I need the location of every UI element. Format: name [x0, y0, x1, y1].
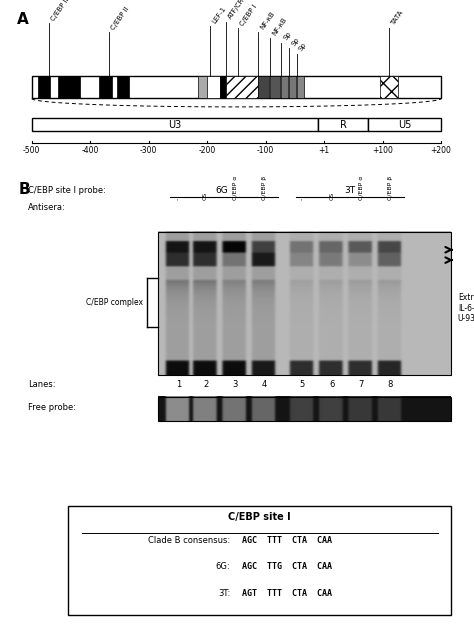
- Text: NF-κB: NF-κB: [259, 11, 276, 31]
- Text: C/EBP site I probe:: C/EBP site I probe:: [27, 186, 106, 196]
- Text: 2: 2: [203, 380, 208, 389]
- Text: Clade B consensus:: Clade B consensus:: [148, 536, 230, 545]
- Text: C/EBP β: C/EBP β: [262, 176, 267, 200]
- Bar: [226, 76, 258, 98]
- Text: Lanes:: Lanes:: [27, 380, 55, 389]
- Bar: [199, 76, 209, 98]
- Text: 6G:: 6G:: [216, 562, 230, 571]
- Text: 3T: 3T: [344, 186, 355, 196]
- Text: AGT  TTT  CTA  CAA: AGT TTT CTA CAA: [242, 589, 332, 598]
- Text: Sp: Sp: [283, 31, 292, 41]
- Text: CS: CS: [203, 192, 208, 200]
- Bar: [207, 76, 220, 98]
- Text: NF-κB: NF-κB: [271, 16, 288, 37]
- Text: 6G: 6G: [215, 186, 228, 196]
- Text: LEF-1: LEF-1: [211, 6, 227, 24]
- Text: 3T:: 3T:: [218, 589, 230, 598]
- Bar: [58, 76, 80, 98]
- Text: R: R: [340, 120, 346, 130]
- Text: -500: -500: [23, 145, 40, 155]
- Text: -400: -400: [82, 145, 99, 155]
- Bar: [368, 119, 441, 131]
- Bar: [32, 119, 319, 131]
- Text: 6: 6: [329, 380, 334, 389]
- Bar: [117, 76, 129, 98]
- Bar: [220, 76, 226, 98]
- Text: 4: 4: [262, 380, 267, 389]
- Text: C/EBP I: C/EBP I: [239, 3, 258, 27]
- Text: Extract:
IL-6-induced
U-937: Extract: IL-6-induced U-937: [458, 293, 474, 323]
- Text: 8: 8: [388, 380, 393, 389]
- Text: Free probe:: Free probe:: [27, 403, 76, 412]
- Bar: [270, 76, 280, 98]
- Bar: [282, 76, 289, 98]
- Text: C/EBP II: C/EBP II: [110, 6, 130, 31]
- Bar: [289, 76, 296, 98]
- Text: 5: 5: [300, 380, 305, 389]
- Text: C/EBP complex: C/EBP complex: [85, 298, 143, 307]
- Text: 1: 1: [176, 380, 181, 389]
- Text: -200: -200: [199, 145, 216, 155]
- Bar: [158, 232, 451, 376]
- Text: -300: -300: [140, 145, 157, 155]
- Bar: [37, 76, 50, 98]
- Bar: [32, 76, 441, 98]
- Text: TATA: TATA: [390, 9, 405, 26]
- Text: C/EBP α: C/EBP α: [358, 176, 364, 200]
- Bar: [297, 76, 304, 98]
- Text: C/EBP III: C/EBP III: [50, 0, 72, 21]
- Text: CS: CS: [329, 192, 334, 200]
- Text: U3: U3: [168, 120, 182, 130]
- Text: AGC  TTT  CTA  CAA: AGC TTT CTA CAA: [242, 536, 332, 545]
- Bar: [319, 119, 368, 131]
- Bar: [68, 506, 451, 614]
- Bar: [380, 76, 399, 98]
- Text: 3: 3: [232, 380, 237, 389]
- Text: Sp: Sp: [298, 41, 308, 52]
- Bar: [258, 76, 269, 98]
- Text: C/EBP β: C/EBP β: [388, 176, 393, 200]
- Bar: [99, 76, 112, 98]
- Text: Sp: Sp: [290, 36, 300, 47]
- Text: -: -: [300, 198, 305, 200]
- Text: U5: U5: [398, 120, 411, 130]
- Text: 7: 7: [358, 380, 364, 389]
- Text: +1: +1: [319, 145, 330, 155]
- Text: Antisera:: Antisera:: [27, 203, 65, 212]
- Text: C/EBP site I: C/EBP site I: [228, 512, 291, 522]
- Text: -100: -100: [257, 145, 274, 155]
- Bar: [158, 397, 451, 421]
- Text: C/EBP α: C/EBP α: [232, 176, 237, 200]
- Text: -: -: [176, 198, 181, 200]
- Text: A: A: [17, 13, 29, 28]
- Text: +100: +100: [372, 145, 393, 155]
- Text: AGC  TTG  CTA  CAA: AGC TTG CTA CAA: [242, 562, 332, 571]
- Text: B: B: [18, 182, 30, 197]
- Text: ATF/CREB: ATF/CREB: [227, 0, 251, 20]
- Text: +200: +200: [431, 145, 452, 155]
